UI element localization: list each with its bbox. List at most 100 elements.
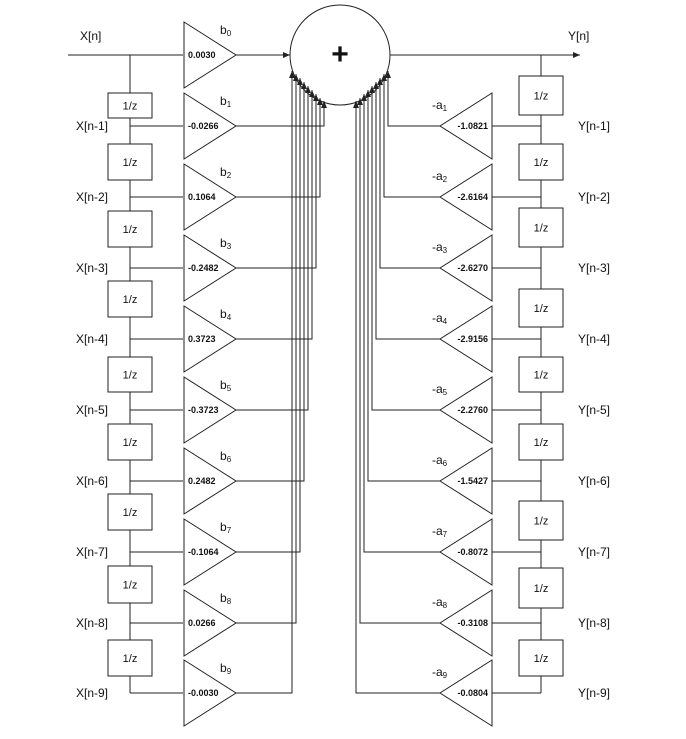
filter-taps: 1/z 1/z 1/z 1/z 1/z 1/z 1/z 1/z 1/z 0.0030 b0 X[n-1… [76, 21, 610, 727]
feedforward-gain [183, 589, 237, 657]
feedback-coef-index: 4 [443, 317, 448, 326]
feedforward-coef-label: b5 [220, 378, 232, 393]
input-delay-label: 1/z [123, 157, 138, 169]
output-delay-label: 1/z [534, 370, 549, 382]
input-tap-label: X[n-4] [76, 332, 108, 346]
input-tap-label: X[n-8] [76, 616, 108, 630]
feedback-gain [439, 518, 493, 586]
feedforward-sum-line [236, 90, 315, 340]
feedforward-coef-value: -0.0030 [188, 688, 219, 698]
input-delay-label: 1/z [123, 653, 138, 665]
input-delay-label: 1/z [123, 507, 138, 519]
feedback-sum-line [385, 71, 440, 127]
feedforward-gain [183, 305, 237, 373]
summer-symbol: + [331, 38, 349, 71]
feedback-sum-line [357, 98, 440, 624]
output-tap-label: Y[n-6] [578, 474, 610, 488]
feedforward-sum-line [236, 86, 311, 411]
feedback-coef-value: -0.8072 [457, 547, 488, 557]
feedback-gain [439, 376, 493, 444]
feedback-coef-value: -2.6164 [457, 192, 488, 202]
output-delay-label: 1/z [534, 516, 549, 528]
feedforward-coef-value: -0.3723 [188, 405, 219, 415]
feedforward-coef-label: b3 [220, 236, 232, 251]
feedback-coef-label: -a2 [432, 169, 448, 184]
input-delay-box [107, 210, 153, 248]
input-delay-label: 1/z [123, 437, 138, 449]
feedback-coef-label: -a9 [432, 665, 448, 680]
feedforward-gain [183, 92, 237, 160]
feedforward-coef-label: b0 [220, 23, 232, 38]
feedback-gain [439, 234, 493, 302]
feedback-gain [439, 163, 493, 231]
input-delay-box [107, 280, 153, 318]
feedforward-coef-value: 0.3723 [188, 334, 216, 344]
output-delay-box [518, 423, 564, 461]
feedback-coef-value: -2.9156 [457, 334, 488, 344]
feedforward-sum-line [236, 94, 319, 269]
feedforward-coef-value: -0.2482 [188, 263, 219, 273]
output-delay-box [518, 500, 564, 541]
feedforward-coef-value: 0.2482 [188, 476, 216, 486]
feedforward-coef-index: 5 [227, 384, 232, 393]
output-delay-box [518, 143, 564, 181]
feedback-coef-label: -a7 [432, 524, 448, 539]
output-delay-box [518, 356, 564, 393]
feedforward-coef-label: b9 [220, 661, 232, 676]
output-delay-box [518, 207, 564, 248]
feedback-coef-label: -a6 [432, 453, 448, 468]
input-delay-label: 1/z [123, 224, 138, 236]
input-tap-label: X[n-7] [76, 545, 108, 559]
summing-junction [289, 4, 391, 106]
feedback-sum-line [373, 82, 440, 340]
input-tap-label: X[n-5] [76, 403, 108, 417]
input-delay-box [107, 493, 153, 531]
output-delay-box [518, 567, 564, 609]
input-delay-box [107, 639, 153, 677]
feedforward-gain [183, 447, 237, 515]
feedforward-coef-label: b2 [220, 165, 232, 180]
feedback-coef-label: -a1 [432, 98, 448, 113]
feedforward-sum-line [236, 82, 307, 482]
feedforward-coef-label: b7 [220, 520, 232, 535]
input-delay-label: 1/z [123, 101, 138, 113]
feedback-sum-line [365, 90, 440, 482]
feedback-coef-label: -a8 [432, 595, 448, 610]
feedforward-coef-value: 0.0266 [188, 618, 216, 628]
feedback-sum-line [369, 86, 440, 411]
output-delay-box [518, 75, 564, 116]
feedforward-coef-index: 6 [227, 455, 232, 464]
feedback-coef-value: -1.5427 [457, 476, 488, 486]
input-delay-label: 1/z [123, 370, 138, 382]
feedforward-sum-line [236, 78, 303, 553]
output-delay-box [518, 639, 564, 677]
feedforward-coef-label: b6 [220, 449, 232, 464]
output-tap-label: Y[n-5] [578, 403, 610, 417]
output-label: Y[n] [568, 29, 589, 43]
output-delay-label: 1/z [534, 157, 549, 169]
feedforward-coef-label: b4 [220, 307, 232, 322]
feedback-coef-index: 1 [443, 104, 448, 113]
feedback-coef-value: -1.0821 [457, 121, 488, 131]
input-delay-label: 1/z [123, 580, 138, 592]
output-delay-box [518, 288, 564, 328]
output-delay-label: 1/z [534, 303, 549, 315]
feedforward-gain [183, 234, 237, 302]
output-tap-label: Y[n-3] [578, 261, 610, 275]
input-delay-box [107, 356, 153, 393]
feedback-coef-value: -2.2760 [457, 405, 488, 415]
feedforward-sum-line [236, 74, 299, 624]
input-tap-label: X[n-6] [76, 474, 108, 488]
output-delay-label: 1/z [534, 91, 549, 103]
output-delay-label: 1/z [534, 223, 549, 235]
feedback-sum-line [353, 101, 440, 694]
output-tap-label: Y[n-2] [578, 190, 610, 204]
feedback-gain [439, 589, 493, 657]
feedback-coef-index: 3 [443, 246, 448, 255]
feedforward-coef-index: 4 [227, 313, 232, 322]
input-delay-label: 1/z [123, 294, 138, 306]
feedback-gain [439, 447, 493, 515]
feedback-coef-value: -0.3108 [457, 618, 488, 628]
input-delay-box [107, 143, 153, 181]
